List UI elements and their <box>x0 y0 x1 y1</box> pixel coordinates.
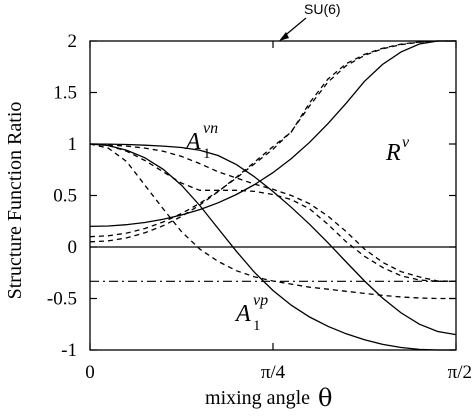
y-tick-label: -0.5 <box>47 289 77 310</box>
x-axis-symbol: θ <box>318 384 332 412</box>
annotation-r-base: R <box>385 140 401 166</box>
y-tick-label: 1 <box>68 134 78 155</box>
series-line-4 <box>89 143 457 336</box>
series-line-3 <box>89 40 456 238</box>
y-tick-label: 0.5 <box>53 186 77 207</box>
annotation-a1p-base: A <box>234 301 251 327</box>
y-tick-label: 2 <box>68 31 78 52</box>
y-tick-label: 1.5 <box>53 83 77 104</box>
annotation-a1p-sub: 1 <box>253 318 261 334</box>
series-line-8 <box>89 143 457 282</box>
su6-arrowhead <box>279 32 289 41</box>
y-tick-label: -1 <box>61 340 77 361</box>
series-line-6 <box>89 143 456 282</box>
x-tick-label: π/2 <box>448 362 472 383</box>
x-axis-label: mixing angle <box>205 387 310 409</box>
y-tick-label: 0 <box>68 237 78 258</box>
plot-frame <box>89 40 457 351</box>
y-axis-label: Structure Function Ratio <box>4 102 26 300</box>
annotation-a1p-sup: νp <box>253 292 268 309</box>
annotation-r-sup: ν <box>402 134 410 151</box>
annotation-su6-label: SU(6) <box>304 1 341 17</box>
series-line-1 <box>89 40 456 228</box>
x-tick-label: 0 <box>85 362 95 383</box>
annotation-a1n-base: A <box>184 129 201 155</box>
x-tick-label: π/4 <box>261 362 286 383</box>
annotation-a1-neutron: A 1 νn <box>184 120 218 162</box>
annotation-a1n-sup: νn <box>203 120 218 137</box>
series-line-5 <box>89 143 456 351</box>
annotation-a1n-sub: 1 <box>203 146 211 162</box>
annotation-r-nu: R ν <box>385 134 410 166</box>
series-line-2 <box>89 40 456 243</box>
annotation-a1-proton: A 1 νp <box>234 292 268 334</box>
series-line-7 <box>89 143 456 300</box>
annotation-su6: SU(6) <box>279 1 341 41</box>
